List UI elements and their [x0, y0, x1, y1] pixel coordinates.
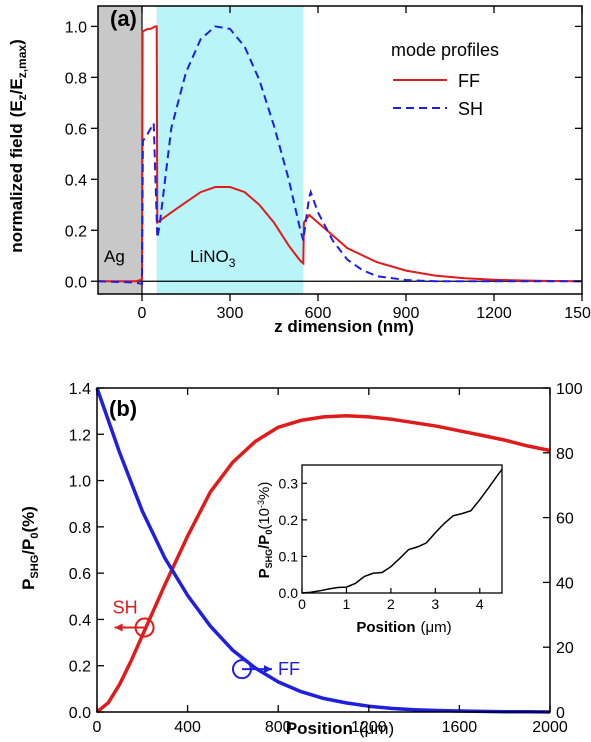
inset-y-tick-label: 0.2	[279, 512, 299, 528]
y-label-a-sub1: z	[15, 94, 29, 100]
x-tick-label: 900	[393, 305, 420, 322]
inset-x-tick-label: 1	[343, 596, 351, 612]
inset-frame	[301, 464, 503, 594]
inset-background	[302, 465, 502, 593]
legend-title: mode profiles	[391, 40, 499, 60]
plot-frame-b	[96, 387, 551, 713]
panel-b: 0 400 800 1200 1600 2000 0.00.20.40.60.81.01.…	[19, 381, 583, 738]
series-line-sh	[97, 25, 582, 285]
inset-y-tick-label: 0.3	[279, 475, 299, 491]
y-tick-label: 0.2	[65, 223, 87, 240]
annotation-label-sh: SH	[113, 598, 138, 618]
y-axis-label-b: PSHG/P0(%)	[19, 506, 41, 590]
x-label-b-unit: (μm)	[359, 719, 394, 738]
plot-frame	[97, 5, 583, 295]
y-tick-label-left: 0.8	[69, 520, 91, 537]
y-tick-label-left: 0.2	[69, 659, 91, 676]
inset-y-label-unit-post: %)	[256, 482, 273, 500]
x-axis-label-a: z dimension (nm)	[274, 317, 414, 336]
x-tick-label: 0	[93, 719, 102, 736]
x-tick-label: 300	[217, 305, 244, 322]
legend-label-sh: SH	[458, 99, 483, 119]
x-tick-label: 0	[138, 305, 147, 322]
inset-x-tick-label: 2	[387, 596, 395, 612]
y-tick-label-right: 100	[556, 381, 583, 398]
y-label-a-paren: (E	[7, 100, 26, 117]
y-label-b-unit: (%)	[19, 506, 38, 532]
inset-y-label-unit-pre: (10	[256, 508, 273, 530]
annotation-arrowhead-sh	[114, 623, 123, 632]
panel-label-b: (b)	[109, 396, 137, 421]
x-tick-label: 2000	[532, 719, 568, 736]
y-label-b-sub1: SHG	[29, 555, 41, 579]
panel-label-a: (a)	[110, 6, 137, 31]
region-ag	[98, 6, 142, 294]
legend-label-ff: FF	[458, 71, 480, 91]
inset-y-tick-label: 0.0	[279, 585, 299, 601]
y-tick-label-right: 40	[556, 575, 574, 592]
region-label-linbo3: LiNO3	[190, 247, 236, 270]
y-label-a-mid: /E	[7, 78, 26, 94]
inset-y-label-P: P	[256, 568, 273, 578]
x-label-b-main: Position	[286, 719, 353, 738]
inset-x-axis-label: Position (μm)	[356, 619, 451, 636]
inset-x-tick-label: 0	[298, 596, 306, 612]
inset-y-label-sub1: SHG	[264, 549, 274, 569]
y-tick-label-left: 1.4	[69, 381, 91, 398]
x-tick-label: 1600	[442, 719, 478, 736]
y-label-a-close: )	[7, 39, 26, 45]
x-tick-label: 600	[305, 305, 332, 322]
x-tick-label: 1200	[351, 719, 387, 736]
series-line-ff	[98, 25, 583, 283]
inset-x-label-main: Position	[356, 619, 415, 636]
y-label-a-main: normalized field	[7, 123, 26, 252]
x-tick-label: 400	[174, 719, 201, 736]
inset-series-line	[301, 468, 503, 594]
inset-y-label-sub2: 0	[264, 530, 274, 535]
y-tick-label: 0.4	[65, 172, 87, 189]
y-tick-label: 0.8	[65, 70, 87, 87]
y-tick-label: 1.0	[65, 19, 87, 36]
annotation-label-ff: FF	[278, 659, 300, 679]
inset-y-label-unit-sup: -3	[256, 500, 266, 508]
annotation-arrowhead-ff	[263, 665, 272, 674]
series-line-sh	[95, 414, 551, 714]
y-label-b-slash: /P	[19, 539, 38, 555]
y-tick-label-left: 0.4	[69, 612, 91, 629]
y-tick-label-left: 0.6	[69, 566, 91, 583]
y-tick-label-left: 1.0	[69, 474, 91, 491]
y-tick-label-right: 20	[556, 640, 574, 657]
region-label-linbo3-sub: 3	[229, 256, 236, 270]
inset-y-axis-label: PSHG/P0(10-3%)	[256, 482, 274, 579]
inset-x-label-unit: (μm)	[421, 619, 452, 636]
inset-y-tick-label: 0.1	[279, 548, 299, 564]
y-tick-label: 0.6	[65, 121, 87, 138]
y-tick-label-right: 60	[556, 511, 574, 528]
y-tick-label-right: 80	[556, 446, 574, 463]
inset-x-tick-label: 3	[431, 596, 439, 612]
region-linbo3	[156, 6, 304, 294]
y-tick-label-left: 1.2	[69, 427, 91, 444]
x-tick-label: 800	[265, 719, 292, 736]
inset-y-label-slash: /P	[256, 535, 273, 549]
y-tick-label: 0.0	[65, 274, 87, 291]
region-label-linbo3-main: LiNO	[190, 247, 229, 266]
inset-x-tick-label: 4	[476, 596, 484, 612]
x-axis-label-b: Position (μm)	[286, 719, 394, 738]
y-axis-label-a: normalized field (Ez/Ez,max)	[7, 39, 29, 253]
y-label-b-P: P	[19, 579, 38, 590]
x-tick-label: 1200	[476, 305, 512, 322]
y-tick-label-left: 0.0	[69, 705, 91, 722]
y-label-a-sub2: z,max	[15, 45, 29, 79]
y-label-b-sub2: 0	[29, 533, 41, 539]
region-label-ag: Ag	[104, 247, 125, 266]
y-tick-label-right: 0	[556, 705, 565, 722]
